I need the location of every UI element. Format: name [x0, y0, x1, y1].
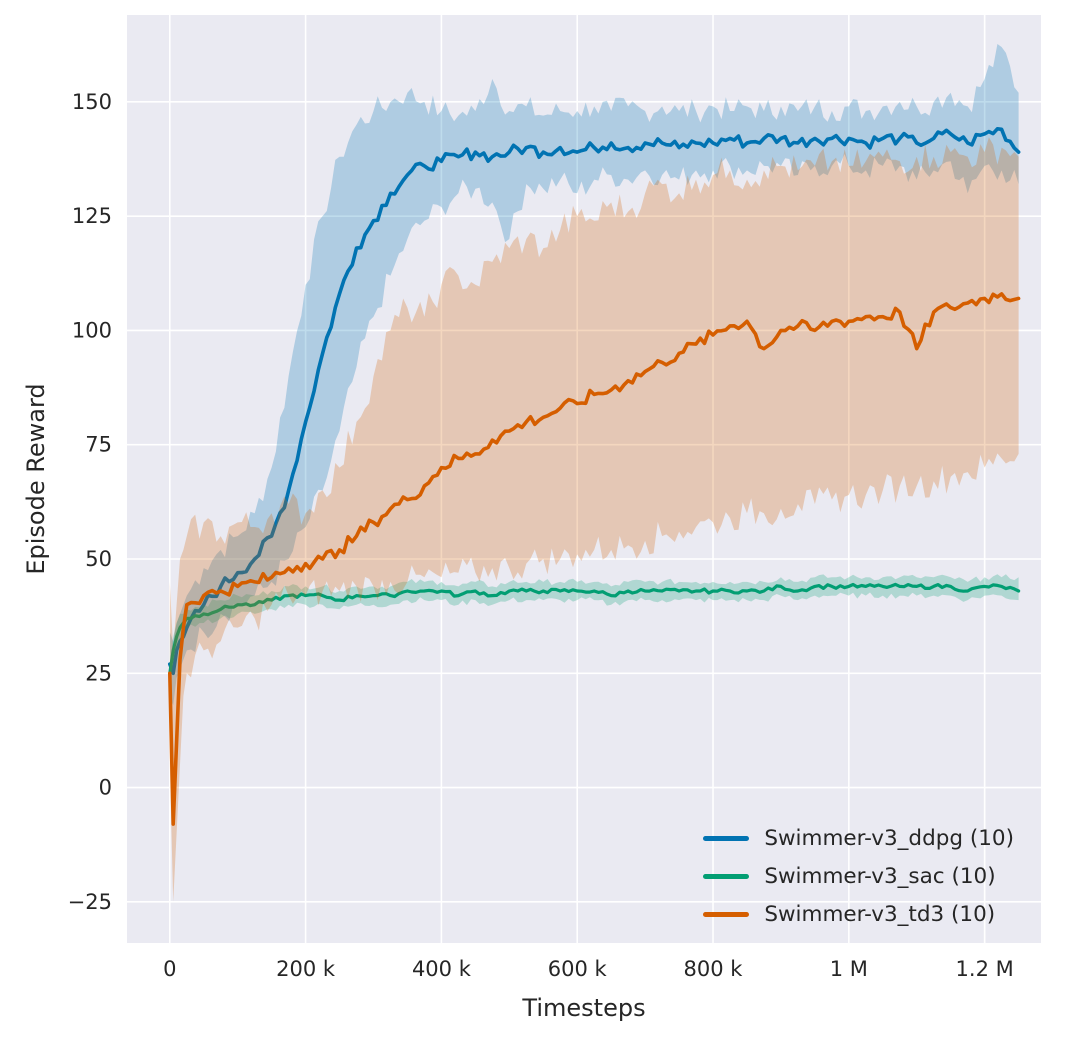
legend-label-ddpg: Swimmer-v3_ddpg (10): [764, 826, 1014, 851]
x-tick-label: 600 k: [548, 957, 608, 981]
x-tick-label: 1 M: [830, 957, 868, 981]
x-tick-label: 200 k: [276, 957, 336, 981]
line-td3: [168, 292, 1021, 826]
y-tick-label: 50: [85, 547, 112, 571]
line-sac: [168, 582, 1021, 675]
y-tick-label: −25: [68, 890, 112, 914]
y-tick-label: 100: [72, 318, 112, 342]
y-tick-label: 75: [85, 433, 112, 457]
x-axis-label: Timesteps: [522, 994, 646, 1022]
legend-entry-td3: Swimmer-v3_td3 (10): [703, 902, 1014, 927]
legend-swatch-sac: [703, 874, 750, 879]
y-tick-label: 125: [72, 204, 112, 228]
x-tick-label: 1.2 M: [956, 957, 1014, 981]
y-axis-label: Episode Reward: [22, 383, 50, 575]
x-tick-label: 400 k: [412, 957, 472, 981]
band-sac: [169, 574, 1019, 683]
legend-swatch-ddpg: [703, 836, 750, 841]
legend-swatch-td3: [703, 912, 750, 917]
y-tick-label: 0: [99, 776, 112, 800]
x-tick-label: 0: [163, 957, 176, 981]
legend-label-td3: Swimmer-v3_td3 (10): [764, 902, 996, 927]
y-tick-label: 150: [72, 90, 112, 114]
band-td3: [169, 137, 1019, 902]
legend-label-sac: Swimmer-v3_sac (10): [764, 864, 996, 889]
x-tick-label: 800 k: [684, 957, 744, 981]
line-ddpg: [168, 127, 1021, 676]
legend-entry-sac: Swimmer-v3_sac (10): [703, 864, 1014, 889]
y-tick-label: 25: [85, 661, 112, 685]
legend: Swimmer-v3_ddpg (10) Swimmer-v3_sac (10)…: [703, 826, 1014, 927]
legend-entry-ddpg: Swimmer-v3_ddpg (10): [703, 826, 1014, 851]
